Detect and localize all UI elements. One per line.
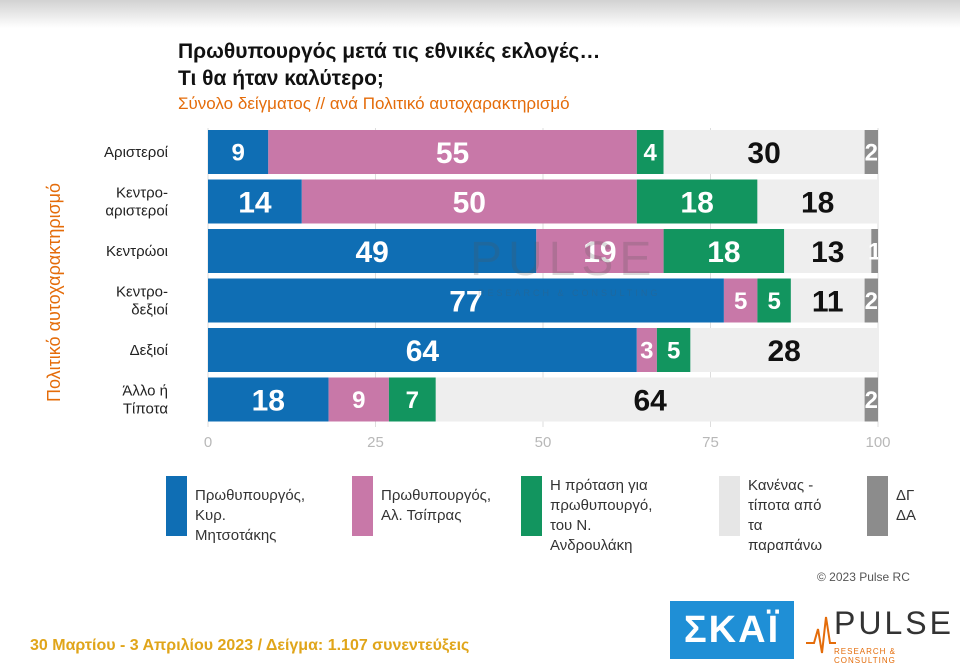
bar-segment: [864, 377, 878, 422]
data-label: 30: [747, 137, 780, 170]
data-label: 9: [231, 140, 244, 167]
data-label: 28: [768, 335, 801, 368]
bar-segment: [328, 377, 389, 422]
x-tick-label: 75: [702, 434, 719, 451]
data-label: 13: [811, 236, 844, 269]
bar-segment: [871, 229, 878, 273]
data-label: 55: [436, 137, 469, 170]
bar-segment: [301, 179, 637, 224]
title-line-1: Πρωθυπουργός μετά τις εθνικές εκλογές…: [178, 40, 601, 63]
legend-swatch: [867, 476, 888, 536]
data-label: 11: [812, 285, 844, 318]
pulse-logo-subtext: RESEARCH & CONSULTING: [834, 647, 897, 665]
bar-segment: [690, 328, 878, 372]
bar-segment: [208, 130, 269, 174]
bar-segment: [864, 130, 878, 174]
category-label: Δεξιοί: [130, 342, 169, 359]
legend-label: Κανένας - τίποτα από τα παραπάνω: [748, 477, 823, 554]
bar-segment: [864, 278, 878, 323]
pulse-wave-icon: [806, 616, 836, 654]
bar-segment: [208, 278, 724, 323]
bar-segment: [208, 179, 302, 224]
survey-footer: 30 Μαρτίου - 3 Απριλίου 2023 / Δείγμα: 1…: [30, 637, 470, 654]
data-label: 18: [801, 186, 834, 219]
category-label: Κεντρο-δεξιοί: [116, 284, 169, 319]
data-label: 18: [252, 384, 285, 417]
pulse-logo: PULSE RESEARCH & CONSULTING: [806, 605, 954, 665]
bar-segment: [636, 179, 758, 224]
data-label: 49: [355, 236, 388, 269]
bar-segment: [757, 278, 791, 323]
data-label: 77: [449, 285, 482, 318]
legend-swatch: [166, 476, 187, 536]
legend-label: ΔΓ ΔΑ: [896, 487, 917, 524]
bar-segment: [636, 328, 657, 372]
legend-item: Κανένας - τίποτα από τα παραπάνω: [719, 476, 822, 556]
data-label: 5: [667, 338, 680, 365]
bar-segment: [790, 278, 865, 323]
bar-segment: [208, 377, 329, 422]
legend-item: Η πρόταση για πρωθυπουργό, του Ν. Ανδρουλά…: [521, 476, 652, 556]
data-label: 4: [644, 140, 658, 167]
bar-segment: [388, 377, 436, 422]
chart-subtitle: Σύνολο δείγματος // ανά Πολιτικό αυτοχαρ…: [178, 94, 570, 113]
category-label: Κεντρώοι: [106, 243, 168, 260]
data-label: 64: [634, 384, 668, 417]
x-tick-label: 100: [865, 434, 890, 451]
category-label: Άλλο ή Τίποτα: [122, 383, 168, 418]
x-tick-label: 25: [367, 434, 384, 451]
data-label: 2: [865, 387, 878, 414]
bar-segment: [268, 130, 637, 174]
chart-title: Πρωθυπουργός μετά τις εθνικές εκλογές… Τ…: [178, 38, 600, 92]
category-label: Κεντρο-αριστεροί: [105, 185, 168, 220]
legend-swatch: [521, 476, 542, 536]
data-label: 19: [583, 236, 616, 269]
bar-segment: [723, 278, 758, 323]
legend-item: Πρωθυπουργός, Αλ. Τσίπρας: [352, 476, 491, 536]
data-label: 64: [406, 335, 440, 368]
data-label: 18: [707, 236, 740, 269]
data-label: 7: [406, 387, 419, 414]
data-label: 50: [453, 186, 486, 219]
legend-label: Η πρόταση για πρωθυπουργό, του Ν. Ανδρουλά…: [550, 477, 653, 554]
bar-segment: [636, 130, 664, 174]
legend-item: ΔΓ ΔΑ: [867, 476, 948, 536]
bar-segment: [663, 229, 785, 273]
bar-segment: [757, 179, 878, 224]
skai-logo: ΣΚΑΪ: [670, 601, 794, 659]
bar-segment: [435, 377, 865, 422]
category-label: Αριστεροί: [104, 144, 169, 161]
data-label: 18: [680, 186, 713, 219]
bar-segment: [536, 229, 664, 273]
legend-swatch: [352, 476, 373, 536]
data-label: 5: [734, 288, 747, 315]
data-label: 9: [352, 387, 365, 414]
bar-segment: [784, 229, 872, 273]
x-tick-label: 0: [204, 434, 212, 451]
data-label: 3: [640, 338, 653, 365]
data-label: 14: [238, 186, 272, 219]
data-label: 1: [868, 239, 881, 266]
legend-label: Πρωθυπουργός, Κυρ. Μητσοτάκης: [195, 487, 306, 544]
top-band: [0, 0, 960, 28]
bar-segment: [208, 229, 537, 273]
copyright: © 2023 Pulse RC: [817, 570, 910, 584]
bar-segment: [208, 328, 637, 372]
legend-swatch: [719, 476, 740, 536]
data-label: 2: [865, 140, 878, 167]
pulse-logo-word: PULSE: [834, 605, 954, 641]
bar-segment: [656, 328, 691, 372]
title-line-2: Τι θα ήταν καλύτερο;: [178, 67, 384, 90]
legend-label: Πρωθυπουργός, Αλ. Τσίπρας: [381, 487, 492, 524]
data-label: 5: [767, 288, 780, 315]
data-label: 2: [865, 288, 878, 315]
bar-segment: [663, 130, 865, 174]
legend-item: Πρωθυπουργός, Κυρ. Μητσοτάκης: [166, 476, 305, 546]
x-tick-label: 50: [535, 434, 552, 451]
